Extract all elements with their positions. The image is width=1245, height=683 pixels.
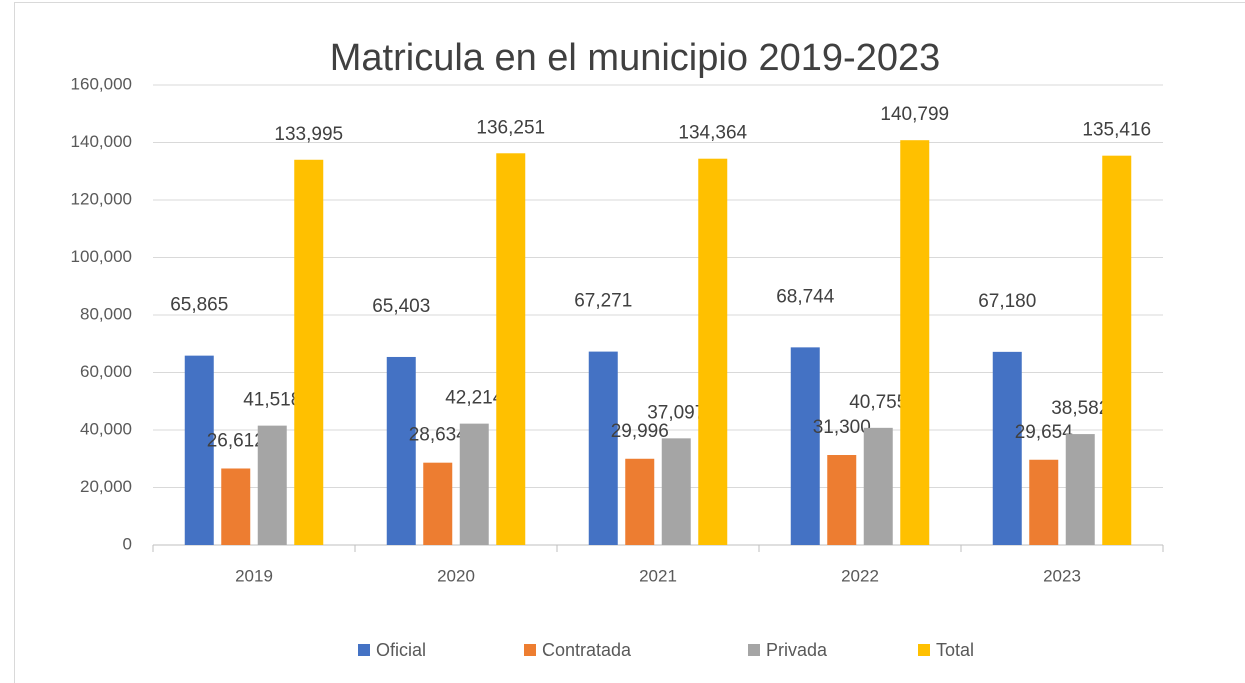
data-label: 38,582 (1051, 398, 1109, 419)
y-tick-label: 60,000 (80, 362, 132, 381)
legend-label: Contratada (542, 640, 632, 660)
chart-title: Matricula en el municipio 2019-2023 (330, 37, 940, 79)
data-label: 65,403 (372, 296, 430, 317)
data-label: 31,300 (813, 417, 871, 438)
x-tick-label: 2022 (841, 566, 879, 585)
bar (496, 153, 526, 545)
bar (1065, 434, 1095, 545)
data-label: 140,799 (880, 104, 949, 125)
legend-swatch (748, 644, 760, 656)
chart-frame (14, 2, 1245, 683)
data-label: 42,214 (445, 388, 504, 409)
y-tick-label: 140,000 (71, 132, 132, 151)
bar (257, 425, 287, 545)
data-label: 37,097 (647, 402, 705, 423)
data-label: 40,755 (849, 392, 907, 413)
x-tick-label: 2020 (437, 566, 475, 585)
legend-swatch (918, 644, 930, 656)
legend-label: Oficial (376, 640, 426, 660)
data-label: 28,634 (409, 425, 468, 446)
bar (827, 455, 857, 545)
bar (588, 351, 618, 545)
legend-swatch (524, 644, 536, 656)
x-tick-label: 2021 (639, 566, 677, 585)
bar (294, 159, 324, 545)
data-label: 133,995 (274, 124, 343, 145)
data-label: 29,996 (611, 421, 669, 442)
bar (900, 140, 930, 545)
y-tick-label: 0 (123, 534, 132, 553)
data-label: 29,654 (1015, 422, 1074, 443)
y-tick-label: 40,000 (80, 419, 132, 438)
data-label: 26,612 (207, 431, 265, 452)
bar (863, 427, 893, 545)
data-label: 135,416 (1082, 120, 1151, 141)
data-label: 41,518 (243, 390, 301, 411)
legend-label: Privada (766, 640, 828, 660)
y-tick-label: 120,000 (71, 189, 132, 208)
bar (661, 438, 691, 545)
data-label: 67,271 (574, 291, 632, 312)
data-label: 68,744 (776, 286, 835, 307)
bar (423, 462, 453, 545)
legend-label: Total (936, 640, 974, 660)
bar (459, 423, 489, 545)
data-label: 136,251 (476, 117, 545, 138)
y-tick-label: 160,000 (71, 74, 132, 93)
bar (625, 458, 655, 545)
y-tick-label: 100,000 (71, 247, 132, 266)
bar (386, 356, 416, 545)
y-tick-label: 20,000 (80, 477, 132, 496)
bar (1029, 459, 1059, 545)
y-tick-label: 80,000 (80, 304, 132, 323)
x-tick-label: 2023 (1043, 566, 1081, 585)
bar (221, 468, 251, 545)
x-tick-label: 2019 (235, 566, 273, 585)
bar (1102, 155, 1132, 545)
data-label: 134,364 (678, 123, 747, 144)
legend-swatch (358, 644, 370, 656)
bar (992, 351, 1022, 545)
data-label: 67,180 (978, 291, 1036, 312)
bar (184, 355, 214, 545)
bar (698, 158, 728, 546)
data-label: 65,865 (170, 295, 228, 316)
bar (790, 347, 820, 545)
